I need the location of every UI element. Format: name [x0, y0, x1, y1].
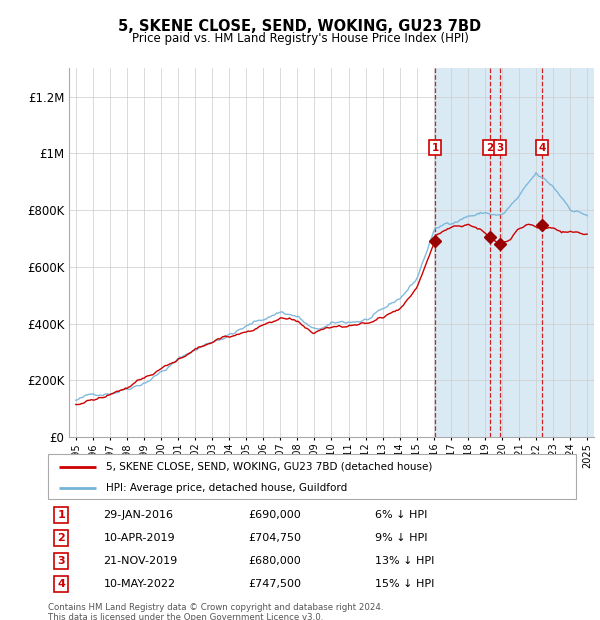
Text: 4: 4 — [57, 578, 65, 589]
Text: 10-APR-2019: 10-APR-2019 — [103, 533, 175, 543]
Text: HPI: Average price, detached house, Guildford: HPI: Average price, detached house, Guil… — [106, 483, 347, 493]
Text: 3: 3 — [58, 556, 65, 566]
Text: 1: 1 — [431, 143, 439, 153]
Text: 15% ↓ HPI: 15% ↓ HPI — [376, 578, 435, 589]
Text: 29-JAN-2016: 29-JAN-2016 — [103, 510, 173, 520]
Text: £747,500: £747,500 — [248, 578, 302, 589]
Text: 5, SKENE CLOSE, SEND, WOKING, GU23 7BD (detached house): 5, SKENE CLOSE, SEND, WOKING, GU23 7BD (… — [106, 462, 433, 472]
Text: 21-NOV-2019: 21-NOV-2019 — [103, 556, 178, 566]
Text: 5, SKENE CLOSE, SEND, WOKING, GU23 7BD: 5, SKENE CLOSE, SEND, WOKING, GU23 7BD — [118, 19, 482, 33]
Text: £690,000: £690,000 — [248, 510, 301, 520]
Text: 10-MAY-2022: 10-MAY-2022 — [103, 578, 176, 589]
Text: 6% ↓ HPI: 6% ↓ HPI — [376, 510, 428, 520]
Text: 2: 2 — [486, 143, 493, 153]
Bar — [435, 68, 596, 437]
Text: 9% ↓ HPI: 9% ↓ HPI — [376, 533, 428, 543]
Text: £680,000: £680,000 — [248, 556, 301, 566]
Text: 4: 4 — [538, 143, 546, 153]
Text: 13% ↓ HPI: 13% ↓ HPI — [376, 556, 435, 566]
Text: 3: 3 — [496, 143, 504, 153]
Text: Price paid vs. HM Land Registry's House Price Index (HPI): Price paid vs. HM Land Registry's House … — [131, 32, 469, 45]
Text: £704,750: £704,750 — [248, 533, 302, 543]
Text: 1: 1 — [58, 510, 65, 520]
Text: Contains HM Land Registry data © Crown copyright and database right 2024.
This d: Contains HM Land Registry data © Crown c… — [48, 603, 383, 620]
Text: 2: 2 — [58, 533, 65, 543]
